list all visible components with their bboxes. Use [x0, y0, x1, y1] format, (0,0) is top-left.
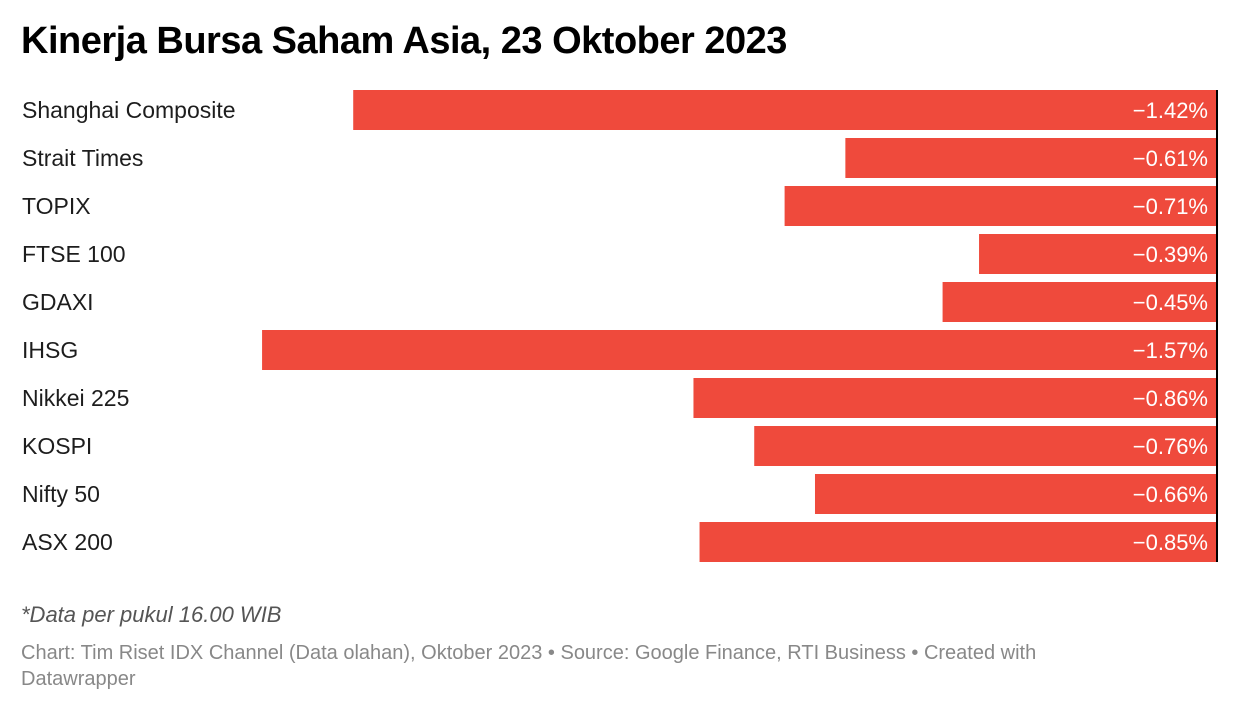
chart-footer: Chart: Tim Riset IDX Channel (Data olaha…: [21, 642, 1037, 690]
bar: [942, 282, 1216, 322]
value-label: −0.45%: [1133, 290, 1208, 315]
category-label: KOSPI: [22, 433, 92, 459]
category-label: Nifty 50: [22, 481, 100, 507]
bar: [814, 474, 1216, 514]
bar: [754, 426, 1216, 466]
data-note: *Data per pukul 16.00 WIB: [21, 602, 282, 627]
bar: [845, 138, 1216, 178]
category-label: Shanghai Composite: [22, 97, 236, 123]
category-label: Nikkei 225: [22, 385, 129, 411]
bar: [979, 234, 1216, 274]
value-label: −0.61%: [1133, 146, 1208, 171]
value-label: −0.66%: [1133, 482, 1208, 507]
category-label: GDAXI: [22, 289, 94, 315]
bar: [699, 522, 1216, 562]
category-label: ASX 200: [22, 529, 113, 555]
bar-chart: Shanghai Composite −1.42% Strait Times −0.6…: [22, 90, 1218, 562]
value-label: −1.42%: [1133, 98, 1208, 123]
value-label: −0.86%: [1133, 386, 1208, 411]
value-label: −0.85%: [1133, 530, 1208, 555]
value-label: −0.76%: [1133, 434, 1208, 459]
category-label: FTSE 100: [22, 241, 126, 267]
category-label: Strait Times: [22, 145, 143, 171]
chart-title: Kinerja Bursa Saham Asia, 23 Oktober 202…: [21, 20, 787, 62]
bars-group: Shanghai Composite −1.42% Strait Times −0.6…: [22, 90, 1216, 562]
category-label: IHSG: [22, 337, 78, 363]
value-label: −0.39%: [1133, 242, 1208, 267]
bar: [693, 378, 1216, 418]
value-label: −0.71%: [1133, 194, 1208, 219]
bar: [353, 90, 1216, 130]
category-label: TOPIX: [22, 193, 91, 219]
bar: [784, 186, 1216, 226]
bar: [262, 330, 1216, 370]
value-label: −1.57%: [1133, 338, 1208, 363]
